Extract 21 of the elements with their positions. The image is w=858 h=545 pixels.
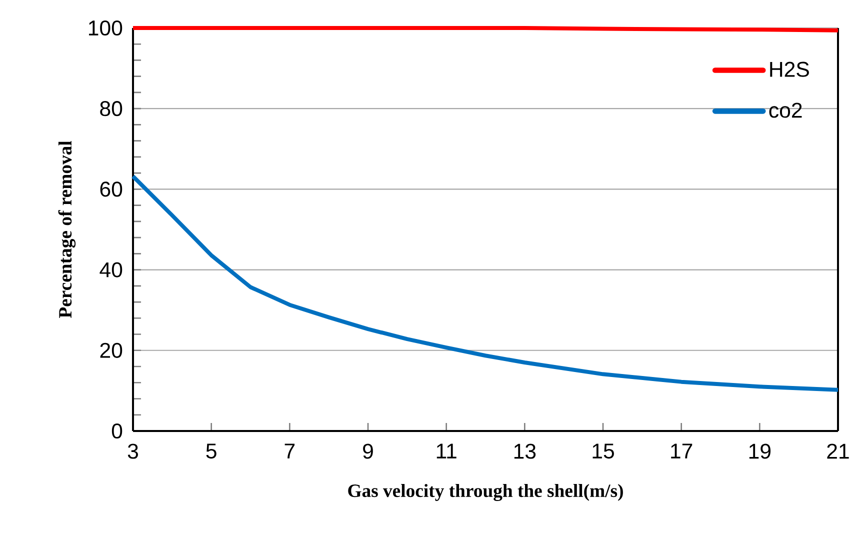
x-tick-label: 3: [128, 444, 138, 459]
x-tick-label: 9: [363, 444, 373, 459]
y-tick-label: 0: [112, 423, 122, 439]
x-tick-label: 7: [284, 444, 295, 458]
legend-label: co2: [769, 102, 802, 118]
x-tick-label: 15: [592, 444, 614, 459]
x-tick-label: 21: [827, 444, 849, 459]
y-axis-title: Percentage of removal: [58, 140, 76, 318]
x-axis-title: Gas velocity through the shell(m/s): [348, 484, 623, 502]
x-tick-label: 5: [206, 444, 216, 459]
y-tick-label: 40: [100, 262, 122, 278]
x-tick-label: 13: [514, 444, 536, 459]
x-tick-label: 19: [749, 444, 771, 459]
x-tick-label: 11: [436, 444, 456, 458]
y-tick-label: 100: [89, 20, 122, 36]
legend-label: H2S: [770, 62, 809, 77]
y-tick-label: 80: [100, 101, 122, 116]
line-series: [131, 174, 840, 392]
y-tick-label: 20: [100, 342, 122, 358]
y-tick-label: 60: [100, 182, 122, 197]
x-tick-label: 17: [671, 444, 692, 458]
